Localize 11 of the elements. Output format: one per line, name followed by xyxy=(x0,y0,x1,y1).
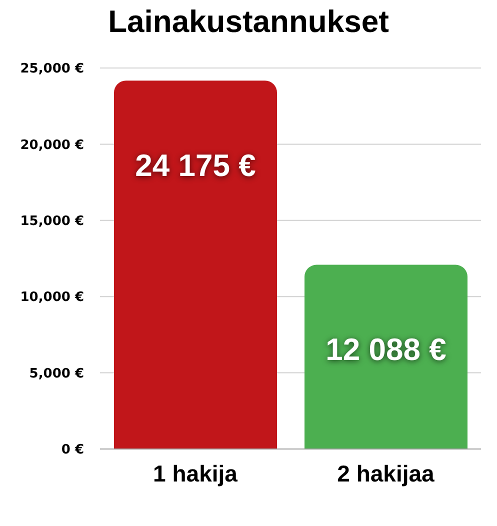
y-tick-label: 10,000 € xyxy=(20,290,84,306)
y-tick-label: 25,000 € xyxy=(20,62,84,77)
x-tick-label: 1 hakija xyxy=(153,460,238,486)
y-tick-label: 15,000 € xyxy=(20,214,84,230)
data-label: 12 088 € xyxy=(326,332,446,367)
y-tick-label: 5,000 € xyxy=(29,366,84,382)
y-tick-label: 20,000 € xyxy=(20,138,84,153)
data-label: 24 175 € xyxy=(135,148,256,183)
chart-title: Lainakustannukset xyxy=(107,3,390,41)
x-tick-label: 2 hakijaa xyxy=(337,460,435,486)
y-tick-label: 0 € xyxy=(61,442,84,458)
